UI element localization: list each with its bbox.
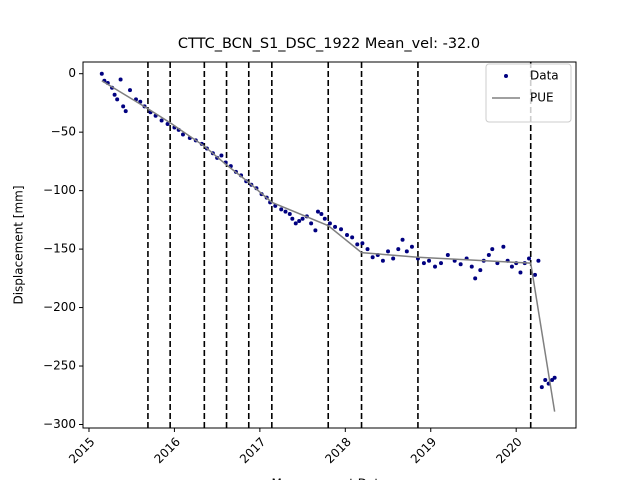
data-point — [501, 244, 506, 249]
data-point — [458, 262, 463, 267]
data-point — [473, 276, 478, 281]
data-point — [400, 237, 405, 242]
data-point — [409, 244, 414, 249]
data-point — [290, 216, 295, 221]
y-tick-label: −300 — [43, 417, 76, 431]
data-point — [445, 252, 450, 257]
x-tick-label: 2019 — [408, 435, 439, 466]
data-point — [279, 207, 284, 212]
data-point — [300, 216, 305, 221]
x-tick-label: 2016 — [152, 435, 183, 466]
data-point — [509, 264, 514, 269]
data-point — [439, 261, 444, 266]
data-point — [287, 212, 292, 217]
x-tick-label: 2020 — [493, 435, 524, 466]
data-point — [355, 242, 360, 247]
data-point — [123, 109, 128, 114]
data-point — [159, 118, 164, 123]
data-point — [315, 209, 320, 214]
data-point — [391, 256, 396, 261]
legend: Data PUE — [485, 63, 572, 123]
data-point — [527, 256, 532, 261]
data-point — [127, 88, 132, 93]
data-point — [333, 224, 338, 229]
fit-line — [101, 80, 556, 412]
y-axis-label: Displacement [mm] — [12, 185, 26, 304]
chart-title: CTTC_BCN_S1_DSC_1922 Mean_vel: -32.0 — [178, 36, 480, 52]
data-point — [386, 249, 391, 254]
x-axis-label: Measurement Date — [272, 477, 387, 480]
data-point — [396, 247, 401, 252]
data-point — [360, 241, 365, 246]
data-point — [421, 261, 426, 266]
legend-frame — [485, 63, 572, 123]
data-point — [539, 385, 544, 390]
data-point — [486, 252, 491, 257]
data-point — [121, 104, 126, 109]
data-point — [543, 378, 548, 383]
data-point — [350, 235, 355, 240]
data-point — [219, 153, 224, 158]
y-tick-label: −50 — [51, 125, 76, 139]
y-tick-label: −200 — [43, 300, 76, 314]
y-tick-label: −100 — [43, 183, 76, 197]
legend-label: PUE — [530, 91, 554, 105]
y-tick-label: −150 — [43, 242, 76, 256]
y-tick-label: −250 — [43, 359, 76, 373]
data-point — [112, 92, 117, 97]
x-tick-label: 2015 — [66, 435, 97, 466]
data-point — [518, 270, 523, 275]
data-point — [283, 209, 288, 214]
data-point — [297, 219, 302, 224]
data-point — [118, 77, 123, 82]
axes-frame — [82, 61, 577, 429]
y-tick-label: 0 — [68, 66, 76, 80]
data-point — [339, 227, 344, 232]
data-point — [313, 228, 318, 233]
data-point — [490, 247, 495, 252]
data-point — [99, 71, 104, 76]
data-point — [532, 272, 537, 277]
data-point — [165, 121, 170, 126]
data-point — [327, 221, 332, 226]
data-point — [536, 258, 541, 263]
data-point — [478, 268, 483, 273]
data-point — [380, 258, 385, 263]
data-point — [365, 247, 370, 252]
data-point — [293, 221, 298, 226]
x-tick-label: 2018 — [322, 435, 353, 466]
data-point — [309, 221, 314, 226]
x-tick-label: 2017 — [237, 435, 268, 466]
data-point — [180, 132, 185, 137]
data-point — [115, 97, 120, 102]
data-point — [552, 375, 557, 380]
legend-swatch — [504, 74, 508, 78]
data-point — [469, 264, 474, 269]
data-point — [404, 249, 409, 254]
data-point — [550, 378, 555, 383]
data-point — [433, 264, 438, 269]
plot-area — [99, 62, 557, 428]
data-point — [427, 258, 432, 263]
data-point — [319, 212, 324, 217]
data-point — [345, 233, 350, 238]
data-point — [322, 216, 327, 221]
legend-label: Data — [530, 69, 559, 83]
data-point — [370, 255, 375, 260]
